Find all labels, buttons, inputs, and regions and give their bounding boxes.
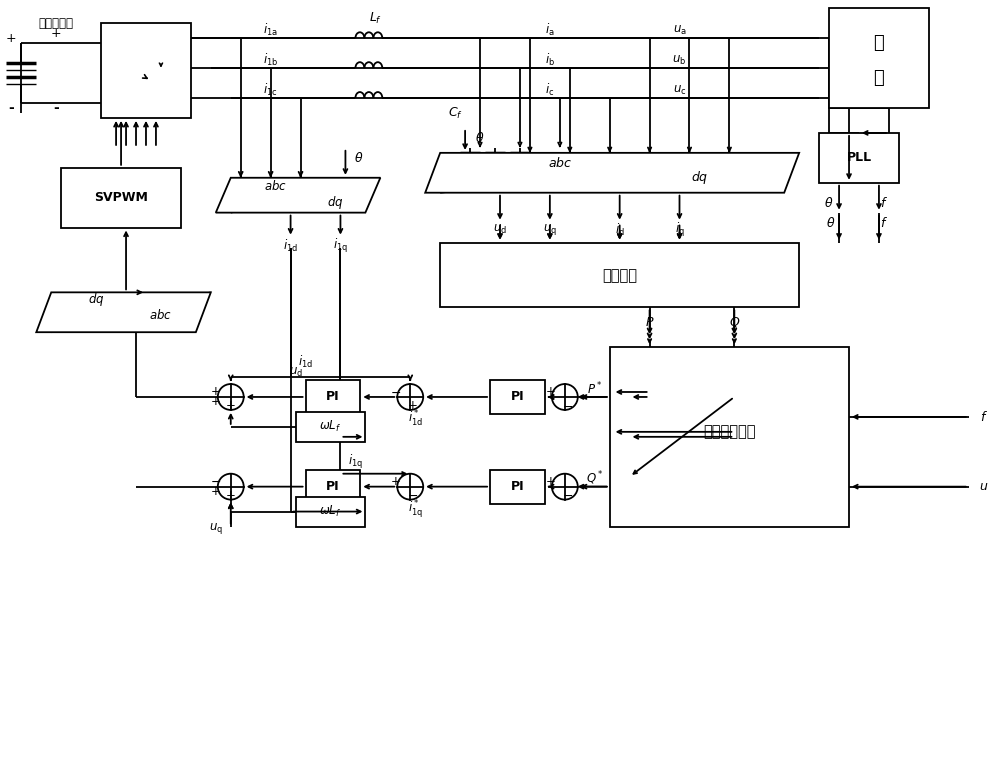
Text: $+$: $+$ xyxy=(390,476,401,488)
Text: $i_{\mathrm{d}}$: $i_{\mathrm{d}}$ xyxy=(615,221,625,238)
Text: $+$: $+$ xyxy=(407,399,418,413)
Polygon shape xyxy=(425,153,799,193)
Text: $+$: $+$ xyxy=(210,485,221,498)
Polygon shape xyxy=(216,178,380,213)
Text: $P$: $P$ xyxy=(645,315,654,329)
Text: $\theta$: $\theta$ xyxy=(824,196,834,210)
Text: $f$: $f$ xyxy=(980,410,988,424)
Bar xyxy=(306,470,360,503)
Text: 载: 载 xyxy=(874,69,884,87)
Text: $\omega L_f$: $\omega L_f$ xyxy=(319,504,342,519)
Bar xyxy=(296,497,365,527)
Text: $\omega L_f$: $\omega L_f$ xyxy=(319,420,342,434)
Text: $abc$: $abc$ xyxy=(149,308,172,322)
Text: $u_{\mathrm{d}}$: $u_{\mathrm{d}}$ xyxy=(289,365,303,378)
Text: $i_{\mathrm{b}}$: $i_{\mathrm{b}}$ xyxy=(545,52,555,68)
Bar xyxy=(819,133,899,183)
Text: PI: PI xyxy=(326,480,340,493)
Text: $abc$: $abc$ xyxy=(548,156,572,170)
Text: $C_f$: $C_f$ xyxy=(448,106,463,120)
Text: $i_{1\mathrm{q}}$: $i_{1\mathrm{q}}$ xyxy=(333,236,348,255)
Text: $Q$: $Q$ xyxy=(729,315,740,329)
Text: $\theta$: $\theta$ xyxy=(826,215,836,229)
Text: $i_{1\mathrm{d}}$: $i_{1\mathrm{d}}$ xyxy=(298,354,313,370)
Text: $dq$: $dq$ xyxy=(691,169,708,186)
Text: $\theta$: $\theta$ xyxy=(475,131,485,145)
Text: $-$: $-$ xyxy=(390,385,401,399)
Text: SVPWM: SVPWM xyxy=(94,191,148,204)
Text: $i_{1\mathrm{q}}^*$: $i_{1\mathrm{q}}^*$ xyxy=(408,497,423,520)
Text: $u_{\mathrm{c}}$: $u_{\mathrm{c}}$ xyxy=(673,83,686,96)
Text: $+$: $+$ xyxy=(545,476,555,488)
Text: $L_f$: $L_f$ xyxy=(369,11,382,26)
Text: -: - xyxy=(8,101,14,115)
Text: $f$: $f$ xyxy=(880,215,888,229)
Text: $+$: $+$ xyxy=(545,385,555,399)
Text: +: + xyxy=(51,26,62,40)
Bar xyxy=(610,347,849,527)
Text: $u_{\mathrm{b}}$: $u_{\mathrm{b}}$ xyxy=(672,54,687,67)
Text: +: + xyxy=(6,32,17,45)
Text: $i_{1\mathrm{d}}^*$: $i_{1\mathrm{d}}^*$ xyxy=(408,409,423,429)
Text: $-$: $-$ xyxy=(562,399,573,413)
Bar xyxy=(490,470,545,503)
Text: $+$: $+$ xyxy=(225,399,236,413)
Text: PLL: PLL xyxy=(846,152,872,164)
Text: $+$: $+$ xyxy=(225,489,236,502)
Text: $i_{1\mathrm{a}}$: $i_{1\mathrm{a}}$ xyxy=(263,23,278,38)
Text: PI: PI xyxy=(326,391,340,403)
Text: $+$: $+$ xyxy=(210,395,221,409)
Text: $dq$: $dq$ xyxy=(88,291,104,308)
Text: $i_{\mathrm{q}}$: $i_{\mathrm{q}}$ xyxy=(675,221,684,239)
Text: $-$: $-$ xyxy=(407,489,418,502)
Bar xyxy=(61,168,181,228)
Bar xyxy=(829,9,929,108)
Bar xyxy=(306,380,360,414)
Bar xyxy=(440,242,799,307)
Text: 光伏电源点: 光伏电源点 xyxy=(39,17,74,30)
Text: 新型下垂控制: 新型下垂控制 xyxy=(703,424,756,439)
Text: $f$: $f$ xyxy=(880,196,888,210)
Text: 负: 负 xyxy=(874,34,884,52)
Text: $i_{1\mathrm{b}}$: $i_{1\mathrm{b}}$ xyxy=(263,52,278,68)
Text: $i_{1\mathrm{d}}$: $i_{1\mathrm{d}}$ xyxy=(283,238,298,253)
Bar xyxy=(101,23,191,118)
Text: $u_{\mathrm{q}}$: $u_{\mathrm{q}}$ xyxy=(543,222,557,237)
Bar xyxy=(296,412,365,442)
Text: -: - xyxy=(53,101,59,115)
Text: $abc$: $abc$ xyxy=(264,179,287,193)
Text: $Q^*$: $Q^*$ xyxy=(586,470,604,487)
Text: PI: PI xyxy=(511,391,524,403)
Text: $u_{\mathrm{d}}$: $u_{\mathrm{d}}$ xyxy=(493,223,507,236)
Text: $i_{\mathrm{c}}$: $i_{\mathrm{c}}$ xyxy=(545,82,555,98)
Text: $u$: $u$ xyxy=(979,480,988,493)
Text: $u_{\mathrm{q}}$: $u_{\mathrm{q}}$ xyxy=(209,521,223,536)
Text: $u_{\mathrm{a}}$: $u_{\mathrm{a}}$ xyxy=(673,24,686,37)
Bar xyxy=(490,380,545,414)
Text: $-$: $-$ xyxy=(210,476,221,488)
Text: $-$: $-$ xyxy=(562,489,573,502)
Text: $dq$: $dq$ xyxy=(327,194,344,211)
Polygon shape xyxy=(36,292,211,333)
Text: $P^*$: $P^*$ xyxy=(587,381,602,397)
Text: $i_{1\mathrm{c}}$: $i_{1\mathrm{c}}$ xyxy=(263,82,278,98)
Text: PI: PI xyxy=(511,480,524,493)
Text: $\theta$: $\theta$ xyxy=(354,151,363,165)
Text: 功率计算: 功率计算 xyxy=(602,268,637,283)
Text: $i_{\mathrm{a}}$: $i_{\mathrm{a}}$ xyxy=(545,23,555,38)
Text: $+$: $+$ xyxy=(210,385,221,399)
Text: $i_{1\mathrm{q}}$: $i_{1\mathrm{q}}$ xyxy=(348,453,363,471)
